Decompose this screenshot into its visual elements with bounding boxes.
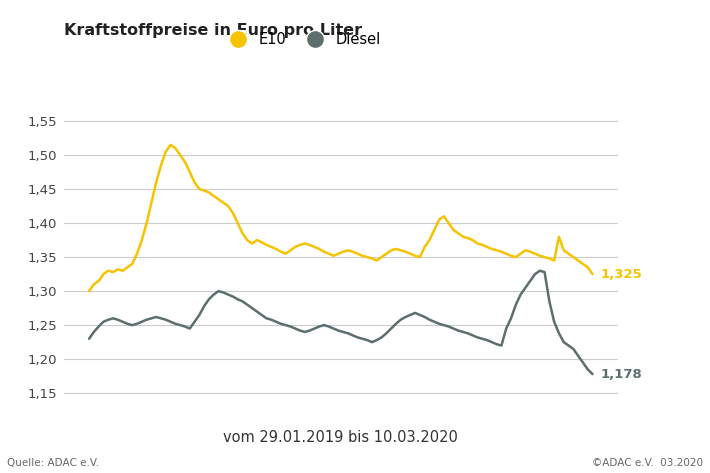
Text: Quelle: ADAC e.V.: Quelle: ADAC e.V.: [7, 458, 99, 468]
Legend: E10, Diesel: E10, Diesel: [217, 26, 387, 53]
Text: 1,178: 1,178: [600, 368, 642, 381]
Text: 1,325: 1,325: [600, 268, 642, 280]
Text: ©ADAC e.V.  03.2020: ©ADAC e.V. 03.2020: [592, 458, 703, 468]
Text: Kraftstoffpreise in Euro pro Liter: Kraftstoffpreise in Euro pro Liter: [64, 23, 362, 38]
Text: vom 29.01.2019 bis 10.03.2020: vom 29.01.2019 bis 10.03.2020: [224, 430, 458, 445]
